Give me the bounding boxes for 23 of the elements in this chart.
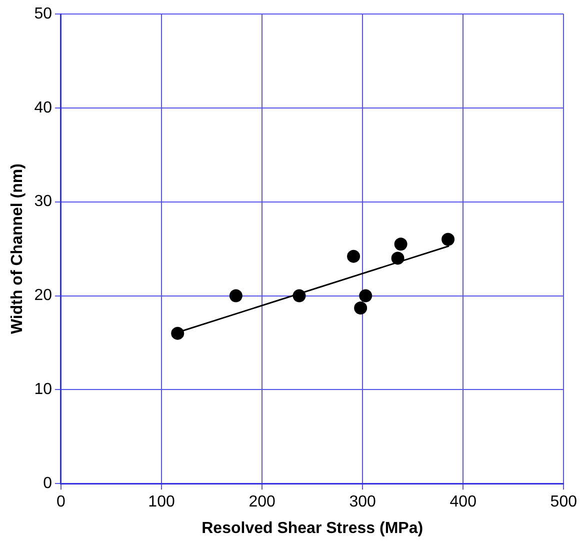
x-tick-label: 500: [550, 494, 578, 511]
y-tick-label: 10: [34, 381, 52, 398]
y-tick-label: 50: [34, 5, 52, 22]
x-axis-title: Resolved Shear Stress (MPa): [202, 520, 424, 537]
y-tick-label: 40: [34, 99, 52, 116]
x-tick-label: 100: [148, 494, 175, 511]
point: [359, 289, 372, 302]
x-tick-label: 400: [450, 494, 477, 511]
point: [391, 252, 404, 265]
y-tick-label: 30: [34, 193, 52, 210]
point: [442, 232, 455, 246]
x-tick-label: 0: [56, 494, 66, 511]
point: [347, 250, 360, 263]
x-tick-label: 200: [248, 494, 276, 511]
point: [292, 289, 306, 302]
x-tick-label: 300: [349, 494, 376, 511]
point: [229, 289, 242, 302]
point: [354, 301, 368, 314]
y-axis-title: Width of Channel (nm): [9, 164, 26, 334]
point: [171, 326, 184, 340]
point: [394, 238, 408, 251]
y-tick-label: 20: [34, 287, 52, 304]
y-tick-label: 0: [43, 475, 52, 492]
